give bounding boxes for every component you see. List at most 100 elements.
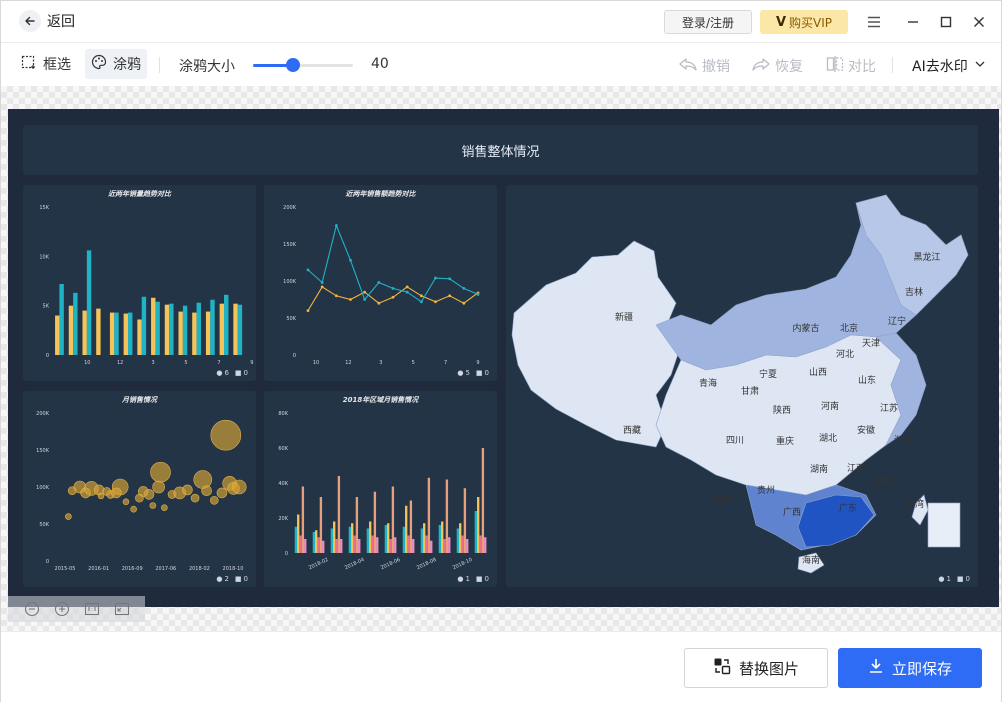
views-count: 5 bbox=[465, 369, 470, 377]
chart-point bbox=[419, 300, 423, 304]
minimize-icon[interactable] bbox=[903, 12, 923, 32]
brush-size-label: 涂鸦大小 bbox=[179, 59, 235, 75]
save-now-button[interactable]: 立即保存 bbox=[838, 648, 982, 688]
chart-bar bbox=[373, 491, 377, 553]
chart-bar bbox=[443, 539, 446, 553]
chart-bar bbox=[348, 526, 352, 553]
buy-vip-button[interactable]: V 购买VIP bbox=[760, 10, 848, 34]
doodle-tool-button[interactable]: 涂鸦 bbox=[85, 49, 147, 79]
chart-bar bbox=[210, 299, 215, 355]
undo-button[interactable]: 撤销 bbox=[678, 56, 730, 76]
image-canvas[interactable]: 销售整体情况 近两年销量趋势对比 0 5K 10K 15K 10 12 3 5 7 9 ● 6 ■ 0… bbox=[1, 86, 1001, 631]
south-china-sea-inset bbox=[927, 502, 961, 548]
replace-image-button[interactable]: 替换图片 bbox=[684, 648, 828, 688]
y-tick-label: 150K bbox=[283, 242, 297, 248]
fit-screen-icon[interactable] bbox=[114, 601, 130, 617]
chart-line bbox=[307, 223, 479, 303]
chart-bar bbox=[192, 312, 197, 355]
chart-bar bbox=[304, 539, 307, 553]
zoom-out-icon[interactable] bbox=[24, 601, 40, 617]
map-region-label: 海南 bbox=[802, 554, 820, 566]
menu-icon[interactable] bbox=[864, 12, 884, 32]
chart-bar bbox=[351, 523, 354, 553]
map-region-label: 北京 bbox=[840, 322, 858, 334]
zoom-in-icon[interactable] bbox=[54, 601, 70, 617]
compare-button[interactable]: 对比 bbox=[826, 56, 876, 76]
chart-bar bbox=[155, 301, 160, 355]
brush-size-value: 40 bbox=[371, 56, 389, 72]
chart-point bbox=[419, 294, 423, 298]
chart-point bbox=[320, 281, 324, 284]
chevron-down-icon bbox=[974, 58, 986, 74]
chart-point bbox=[377, 301, 381, 305]
vip-label: 购买VIP bbox=[789, 15, 833, 30]
chart-bubble bbox=[97, 492, 105, 500]
chart-bar bbox=[461, 535, 464, 553]
toolbar-divider bbox=[159, 57, 160, 73]
chart-bar bbox=[430, 540, 433, 553]
actual-size-icon[interactable] bbox=[84, 601, 100, 617]
map-region-label: 贵州 bbox=[757, 484, 775, 496]
chart-bar bbox=[409, 500, 413, 553]
map-region-label: 福建 bbox=[874, 475, 892, 487]
chart-point bbox=[363, 298, 367, 301]
x-tick-label: 5 bbox=[184, 360, 187, 366]
chart-bubble bbox=[193, 470, 213, 489]
y-tick-label: 100K bbox=[36, 485, 50, 491]
comments-count: 0 bbox=[965, 575, 970, 583]
chart-bar bbox=[369, 521, 372, 553]
regional-sales-chart: 0 20K 40K 60K 80K 2018-02 2018-04 2018-06 2018-0… bbox=[278, 411, 487, 571]
chart-bar bbox=[312, 532, 316, 553]
select-tool-button[interactable]: 框选 bbox=[15, 49, 77, 79]
toolbar-divider bbox=[892, 57, 893, 73]
x-tick-label: 12 bbox=[345, 360, 351, 366]
sales-amount-panel: 近两年销售额趋势对比 0 50K 100K 150K 200K 10 12 3 5 7 9 ● 5 ■… bbox=[264, 185, 497, 381]
login-register-button[interactable]: 登录/注册 bbox=[664, 10, 752, 34]
ai-watermark-dropdown[interactable]: AI去水印 bbox=[912, 56, 986, 76]
panel-title: 近两年销量趋势对比 bbox=[108, 190, 171, 198]
chart-point bbox=[405, 285, 409, 289]
maximize-icon[interactable] bbox=[936, 12, 956, 32]
chart-bar bbox=[353, 535, 356, 553]
chart-point bbox=[377, 281, 381, 284]
map-region-label: 内蒙古 bbox=[792, 322, 819, 334]
back-button[interactable]: 返回 bbox=[19, 10, 75, 32]
footer-bar: 替换图片 立即保存 bbox=[1, 631, 1001, 702]
chart-bar bbox=[394, 537, 397, 553]
chart-bubble bbox=[190, 493, 200, 503]
chart-point bbox=[363, 290, 367, 294]
chart-bar bbox=[164, 304, 170, 355]
chart-bar bbox=[86, 250, 92, 355]
dashboard-image: 销售整体情况 近两年销量趋势对比 0 5K 10K 15K 10 12 3 5 7 9 ● 6 ■ 0… bbox=[8, 109, 999, 607]
brush-size-handle[interactable] bbox=[286, 58, 300, 72]
chart-point bbox=[334, 294, 338, 298]
y-tick-label: 0 bbox=[46, 353, 49, 359]
y-tick-label: 15K bbox=[39, 205, 49, 211]
replace-image-label: 替换图片 bbox=[738, 659, 799, 678]
map-region-east bbox=[875, 332, 927, 446]
map-region-label: 宁夏 bbox=[759, 368, 777, 380]
x-tick-label: 2018-08 bbox=[416, 557, 437, 571]
x-tick-label: 2017-06 bbox=[155, 566, 176, 572]
brush-size-slider[interactable] bbox=[253, 58, 353, 72]
chart-point bbox=[391, 287, 395, 290]
comments-count: 0 bbox=[243, 369, 248, 377]
map-region-label: 山西 bbox=[809, 367, 827, 378]
chart-bar bbox=[340, 539, 343, 553]
chart-bubble bbox=[122, 498, 130, 506]
chart-bar bbox=[459, 523, 462, 553]
map-region-label: 河北 bbox=[836, 348, 854, 360]
redo-button[interactable]: 恢复 bbox=[751, 56, 803, 76]
chart-bar bbox=[423, 523, 426, 553]
compare-icon bbox=[826, 56, 844, 76]
chart-bar bbox=[463, 488, 467, 553]
chart-point bbox=[448, 294, 452, 298]
map-region-label: 浙江 bbox=[894, 434, 912, 446]
x-tick-label: 2018-02 bbox=[308, 557, 329, 571]
map-region-label: 新疆 bbox=[615, 311, 633, 323]
chart-bar bbox=[319, 497, 323, 553]
x-tick-label: 12 bbox=[117, 360, 123, 366]
close-icon[interactable] bbox=[969, 12, 989, 32]
map-region-label: 安徽 bbox=[857, 424, 875, 436]
chart-bubble bbox=[65, 513, 72, 520]
